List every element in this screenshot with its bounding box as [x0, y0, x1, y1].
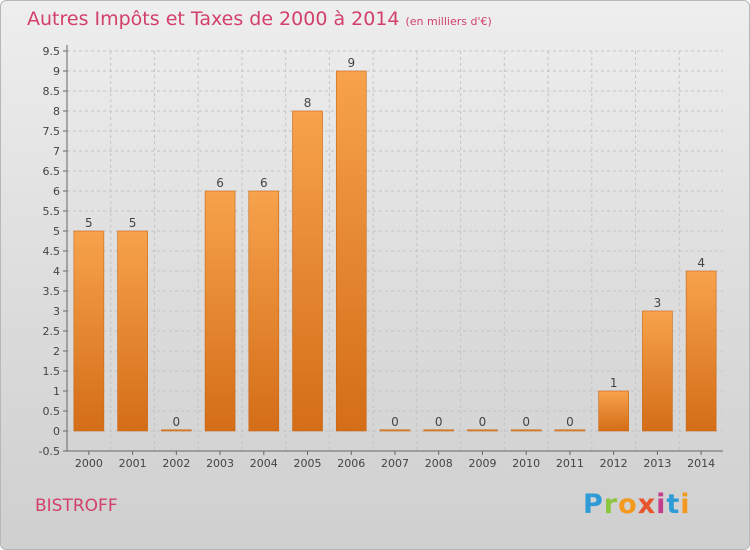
logo-letter: P [583, 489, 604, 520]
x-tick-label: 2004 [250, 457, 278, 470]
bar [510, 429, 542, 432]
bar [642, 310, 673, 432]
value-label: 6 [260, 176, 268, 190]
logo-letter: o [618, 489, 638, 520]
y-tick-label: 6.5 [43, 165, 61, 178]
bar [292, 110, 323, 432]
logo-letter: t [666, 489, 681, 520]
y-tick-label: 3.5 [43, 285, 61, 298]
x-tick-label: 2008 [425, 457, 453, 470]
bar [335, 70, 367, 432]
value-label: 0 [522, 415, 530, 429]
chart-subtitle: (en milliers d'€) [405, 15, 492, 28]
bar [161, 429, 192, 432]
x-tick-label: 2014 [687, 457, 715, 470]
bar [423, 429, 455, 432]
bar [685, 270, 717, 432]
bar [598, 390, 629, 432]
value-label: 6 [216, 176, 224, 190]
x-tick-label: 2006 [337, 457, 365, 470]
x-tick-label: 2007 [381, 457, 409, 470]
x-tick-label: 2013 [643, 457, 671, 470]
chart-title: Autres Impôts et Taxes de 2000 à 2014 (en… [27, 8, 492, 30]
logo-letter: x [637, 489, 657, 520]
x-tick-label: 2010 [512, 457, 540, 470]
logo-letter: i [680, 489, 691, 520]
value-label: 5 [85, 216, 93, 230]
y-tick-label: -0.5 [39, 445, 60, 458]
y-tick-labels: -0.5 0 0.5 1 1.5 2 2.5 3 3.5 4 4.5 5 5.5 6 6.5 7 7.5 8 8.5… [39, 45, 60, 458]
value-label: 9 [347, 56, 355, 70]
value-label: 3 [654, 296, 662, 310]
x-tick-label: 2001 [119, 457, 147, 470]
value-label: 5 [129, 216, 137, 230]
y-tick-label: 0 [53, 425, 60, 438]
value-label: 4 [697, 256, 705, 270]
y-tick-label: 9.5 [43, 45, 61, 58]
logo-letter: i [656, 489, 667, 520]
value-label: 0 [435, 415, 443, 429]
proxiti-logo: Proxiti [583, 489, 691, 520]
y-tick-label: 5.5 [43, 205, 61, 218]
value-label: 0 [391, 415, 399, 429]
axes [63, 45, 723, 455]
y-tick-label: 4 [53, 265, 60, 278]
bar [554, 429, 586, 432]
logo-letter: r [603, 489, 619, 520]
y-tick-label: 6 [53, 185, 60, 198]
value-labels: 5 5 0 6 6 8 9 0 0 0 0 0 1 3 4 [85, 56, 705, 429]
bar [379, 429, 411, 432]
x-tick-label: 2012 [600, 457, 628, 470]
bar [467, 429, 498, 432]
x-tick-label: 2003 [206, 457, 234, 470]
commune-name: BISTROFF [35, 496, 118, 516]
y-tick-label: 4.5 [43, 245, 61, 258]
x-tick-label: 2009 [468, 457, 496, 470]
y-tick-label: 8 [53, 105, 60, 118]
y-tick-label: 3 [53, 305, 60, 318]
value-label: 0 [173, 415, 181, 429]
value-label: 0 [479, 415, 487, 429]
y-tick-label: 5 [53, 225, 60, 238]
y-tick-label: 9 [53, 65, 60, 78]
x-tick-labels: 2000 2001 2002 2003 2004 2005 2006 2007 2008 2009… [75, 457, 715, 470]
value-label: 8 [304, 96, 312, 110]
bar [73, 230, 105, 432]
y-tick-label: 0.5 [43, 405, 61, 418]
chart-title-text: Autres Impôts et Taxes de 2000 à 2014 [27, 8, 400, 30]
x-tick-label: 2005 [294, 457, 322, 470]
bar [248, 190, 280, 432]
y-tick-label: 1.5 [43, 365, 61, 378]
bars [73, 70, 717, 432]
bar [117, 230, 148, 432]
y-tick-label: 2 [53, 345, 60, 358]
x-tick-label: 2002 [162, 457, 190, 470]
bar [204, 190, 236, 432]
value-label: 1 [610, 376, 618, 390]
y-tick-label: 2.5 [43, 325, 61, 338]
y-tick-label: 7.5 [43, 125, 61, 138]
x-tick-label: 2000 [75, 457, 103, 470]
y-tick-label: 1 [53, 385, 60, 398]
x-tick-label: 2011 [556, 457, 584, 470]
value-label: 0 [566, 415, 574, 429]
y-tick-label: 7 [53, 145, 60, 158]
y-tick-label: 8.5 [43, 85, 61, 98]
